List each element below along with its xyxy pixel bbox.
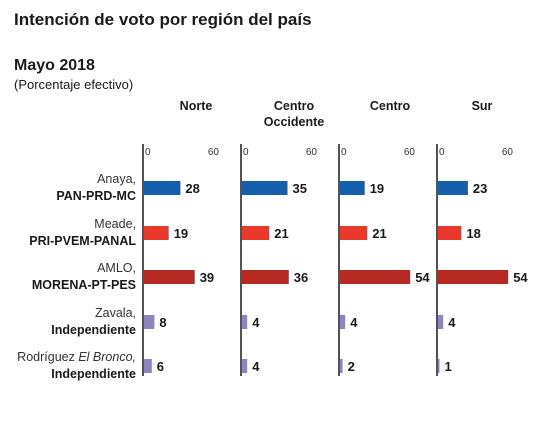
panel-header-0-line-0: Norte [180, 99, 213, 113]
candidate-name-text-4: Rodríguez [17, 350, 78, 364]
panel-header-2-line-0: Centro [370, 99, 411, 113]
candidate-name-2: AMLO, [97, 261, 136, 275]
candidate-name-text-2: AMLO, [97, 261, 136, 275]
candidate-party-0: PAN-PRD-MC [56, 189, 136, 203]
tick-label-max-1: 60 [306, 147, 318, 158]
candidate-name-0: Anaya, [97, 172, 136, 186]
panel-header-1-line-0: Centro [274, 99, 315, 113]
panel-header-1-line-1: Occidente [264, 115, 324, 129]
value-label-0-2: 39 [200, 270, 214, 285]
tick-label-max-3: 60 [502, 147, 514, 158]
bar-3-3 [438, 315, 444, 329]
bar-1-3 [242, 315, 248, 329]
candidate-party-1: PRI-PVEM-PANAL [29, 234, 136, 248]
value-label-0-3: 8 [159, 315, 166, 330]
candidate-nickname-4: El Bronco, [78, 350, 136, 364]
bar-0-3 [144, 315, 155, 329]
value-label-2-1: 21 [372, 226, 386, 241]
tick-label-min-3: 0 [439, 147, 445, 158]
value-label-2-0: 19 [370, 181, 384, 196]
value-label-3-2: 54 [513, 270, 528, 285]
bar-3-1 [438, 226, 462, 240]
bar-1-1 [242, 226, 270, 240]
value-label-1-1: 21 [274, 226, 288, 241]
candidate-name-text-0: Anaya, [97, 172, 136, 186]
candidate-name-text-3: Zavala, [95, 306, 136, 320]
value-label-1-3: 4 [252, 315, 260, 330]
value-label-0-4: 6 [157, 359, 164, 374]
tick-label-max-2: 60 [404, 147, 416, 158]
tick-label-min-0: 0 [145, 147, 151, 158]
value-label-1-4: 4 [252, 359, 260, 374]
bar-2-1 [340, 226, 368, 240]
value-label-2-2: 54 [415, 270, 430, 285]
candidate-name-4: Rodríguez El Bronco, [17, 350, 136, 364]
unit-label: (Porcentaje efectivo) [14, 77, 134, 92]
candidate-name-3: Zavala, [95, 306, 136, 320]
chart-subtitle: Mayo 2018 [14, 57, 95, 74]
value-label-2-4: 2 [348, 359, 355, 374]
candidate-party-3: Independiente [51, 323, 136, 337]
bar-3-0 [438, 181, 468, 195]
value-label-3-3: 4 [448, 315, 456, 330]
bar-0-4 [144, 359, 152, 373]
bar-2-0 [340, 181, 365, 195]
value-label-2-3: 4 [350, 315, 358, 330]
tick-label-min-2: 0 [341, 147, 347, 158]
value-label-3-1: 18 [466, 226, 480, 241]
bar-0-1 [144, 226, 169, 240]
value-label-3-0: 23 [473, 181, 487, 196]
panel-header-3-line-0: Sur [472, 99, 493, 113]
bar-1-4 [242, 359, 248, 373]
tick-label-min-1: 0 [243, 147, 249, 158]
bar-0-0 [144, 181, 181, 195]
tick-label-max-0: 60 [208, 147, 220, 158]
value-label-1-2: 36 [294, 270, 308, 285]
candidate-name-1: Meade, [94, 217, 136, 231]
bar-3-2 [438, 270, 509, 284]
bar-1-0 [242, 181, 288, 195]
candidate-name-text-1: Meade, [94, 217, 136, 231]
value-label-3-4: 1 [445, 359, 452, 374]
bar-1-2 [242, 270, 289, 284]
value-label-0-1: 19 [174, 226, 188, 241]
bar-3-4 [438, 359, 440, 373]
chart-title: Intención de voto por región del país [14, 10, 312, 29]
bar-2-2 [340, 270, 411, 284]
bar-0-2 [144, 270, 195, 284]
value-label-0-0: 28 [185, 181, 199, 196]
bar-2-4 [340, 359, 343, 373]
bar-2-3 [340, 315, 346, 329]
candidate-party-2: MORENA-PT-PES [32, 278, 136, 292]
candidate-party-4: Independiente [51, 367, 136, 381]
value-label-1-0: 35 [293, 181, 307, 196]
